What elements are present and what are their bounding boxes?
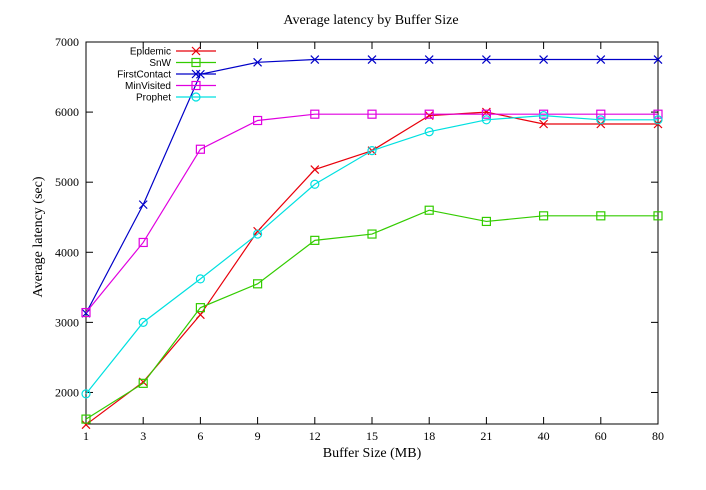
y-tick-label: 2000 [55,385,79,399]
x-tick-label: 60 [595,429,607,443]
series-line [85,111,658,426]
data-point [481,115,491,125]
y-tick-label: 7000 [55,35,79,49]
data-point [138,200,148,210]
data-point [481,109,491,119]
data-point [653,109,663,119]
legend-marker [191,92,201,102]
data-point [81,420,91,430]
legend-label: Epidemic [130,47,171,58]
legend-marker [191,57,201,68]
data-point [539,55,549,64]
series-line [85,209,658,420]
x-tick-label: 12 [309,429,321,443]
data-point [596,109,606,119]
y-tick-label: 5000 [55,175,79,189]
data-point [195,303,205,313]
data-point [596,115,606,125]
x-tick-label: 18 [423,429,435,443]
legend-marker [191,69,201,79]
data-point [310,179,320,189]
data-point [424,205,434,215]
data-point [310,109,320,119]
legend-marker [191,46,201,56]
data-point [653,55,663,64]
x-tick-label: 40 [538,429,550,443]
legend-label: Prophet [136,93,171,104]
x-tick-label: 80 [652,429,664,443]
data-point [253,229,263,239]
data-point [424,55,434,64]
series-minvisited [81,109,663,318]
data-point [310,235,320,245]
data-point [195,144,205,154]
series-layer [81,55,663,430]
data-point [367,146,377,156]
data-point [253,226,263,236]
data-point [310,55,320,64]
chart-title: Average latency by Buffer Size [283,13,458,28]
x-axis: 1 3 6 9 12 15 18 21 40 60 80 [83,42,664,443]
y-tick-label: 4000 [55,245,79,259]
data-point [253,115,263,126]
data-point [81,389,91,399]
data-point [81,307,91,318]
data-point [253,57,263,67]
data-point [138,237,148,248]
data-point [367,55,377,64]
y-tick-label: 6000 [55,105,79,119]
x-tick-label: 9 [255,429,261,443]
y-tick-label: 3000 [55,315,79,329]
series-prophet [81,110,663,399]
legend-marker [191,80,201,91]
series-firstcontact [81,55,663,318]
legend-label: FirstContact [117,70,171,81]
y-axis: 2000 3000 4000 5000 6000 7000 [55,35,658,399]
x-tick-label: 1 [83,429,89,443]
data-point [424,127,434,137]
data-point [538,110,549,121]
x-tick-label: 3 [140,429,146,443]
data-point [481,55,491,64]
data-point [81,414,91,424]
plot-frame [85,41,659,425]
data-point [596,211,606,221]
x-tick-label: 21 [480,429,492,443]
series-epidemic [81,107,663,430]
x-tick-label: 15 [366,429,378,443]
data-point [81,308,91,318]
data-point [653,211,663,221]
data-point [195,274,205,284]
y-axis-label: Average latency (sec) [31,176,46,297]
data-point [367,229,377,239]
data-point [367,109,377,119]
data-point [538,211,549,221]
legend-label: MinVisited [125,81,171,92]
series-snw [81,205,663,424]
data-point [138,378,148,388]
x-axis-label: Buffer Size (MB) [323,446,422,461]
data-point [481,216,491,227]
data-point [253,279,263,289]
data-point [138,317,148,327]
data-point [596,55,606,64]
series-line [85,58,658,314]
data-point [310,165,320,174]
series-line [85,113,658,313]
data-point [653,115,663,125]
data-point [539,119,549,129]
x-tick-label: 6 [197,429,203,443]
data-point [424,109,434,119]
series-line [85,114,658,395]
legend-label: SnW [149,58,171,69]
